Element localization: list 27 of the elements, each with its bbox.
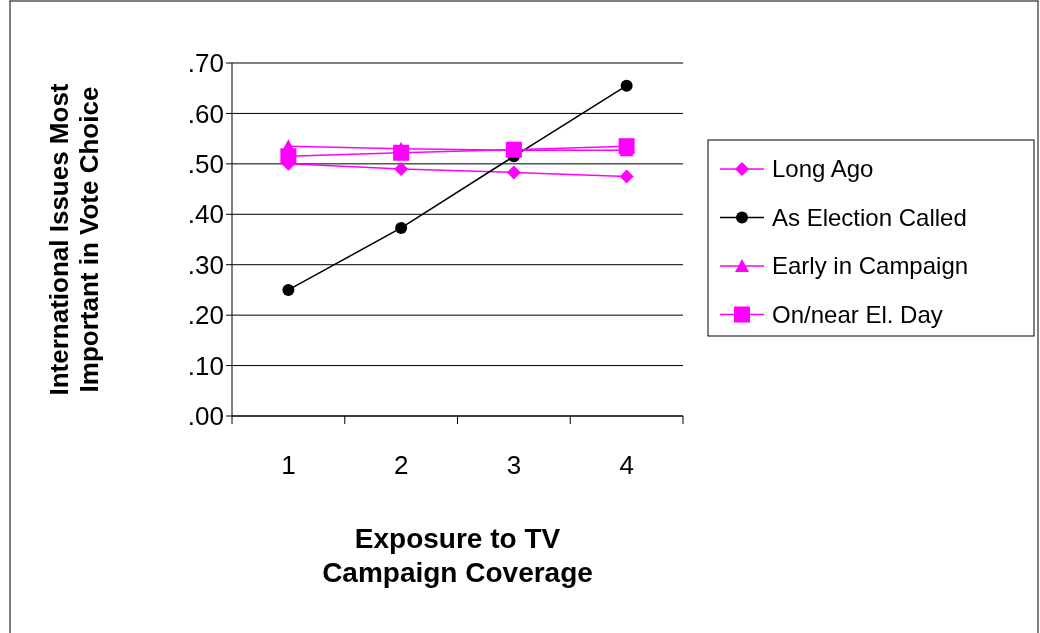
point bbox=[620, 79, 633, 92]
point bbox=[280, 148, 297, 165]
y-tick-label: .50 bbox=[187, 148, 224, 179]
point bbox=[506, 165, 521, 180]
x-tick-label: 4 bbox=[619, 450, 634, 480]
legend-label: Early in Campaign bbox=[772, 252, 969, 280]
point bbox=[395, 221, 408, 234]
y-tick-label: .30 bbox=[187, 249, 224, 280]
y-tick-label: .60 bbox=[187, 98, 224, 129]
legend-label: Long Ago bbox=[772, 155, 874, 183]
y-tick-label: .20 bbox=[187, 300, 224, 331]
point bbox=[618, 138, 635, 155]
y-tick-label: .00 bbox=[187, 401, 224, 432]
legend-label: As Election Called bbox=[772, 203, 967, 231]
legend-label: On/near El. Day bbox=[772, 300, 943, 328]
point bbox=[619, 169, 634, 184]
x-tick-label: 2 bbox=[393, 450, 409, 480]
point bbox=[393, 144, 410, 161]
x-tick-label: 1 bbox=[281, 450, 296, 480]
y-tick-label: .10 bbox=[187, 350, 224, 381]
y-axis-title: International Issues Most Important in Vote Choice bbox=[43, 83, 104, 396]
x-axis-title: Exposure to TV Campaign Coverage bbox=[322, 523, 593, 588]
x-tick-label: 3 bbox=[506, 450, 522, 480]
point bbox=[282, 283, 295, 296]
y-tick-label: .70 bbox=[187, 48, 224, 79]
y-tick-label: .40 bbox=[187, 199, 224, 230]
point bbox=[394, 161, 409, 176]
